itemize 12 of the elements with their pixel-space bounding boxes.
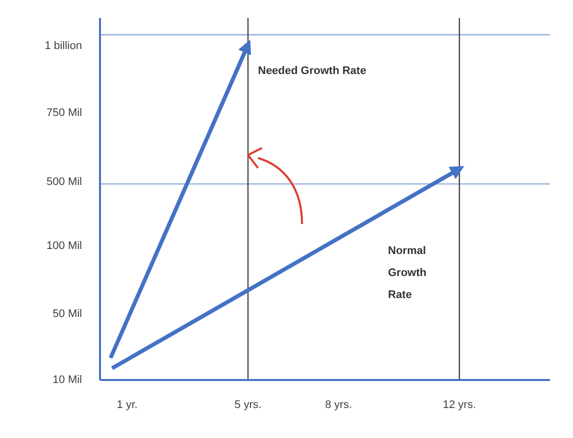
annotation: Needed Growth Rate [258,64,368,79]
text: 10 Mil [52,373,82,387]
x-tick-label: 1 yr. [116,398,138,411]
x-tick-label: 12 yrs. [442,398,476,411]
text: 750 Mil [46,106,82,120]
text: 1 billion [44,39,82,53]
text: 100 Mil [46,239,82,253]
text: 500 Mil [46,175,82,189]
text: 50 Mil [52,307,82,321]
x-tick-label: 5 yrs. [234,398,262,411]
x-tick-label: 8 yrs. [325,398,352,411]
annotation: Normal Growth Rate [388,244,428,303]
